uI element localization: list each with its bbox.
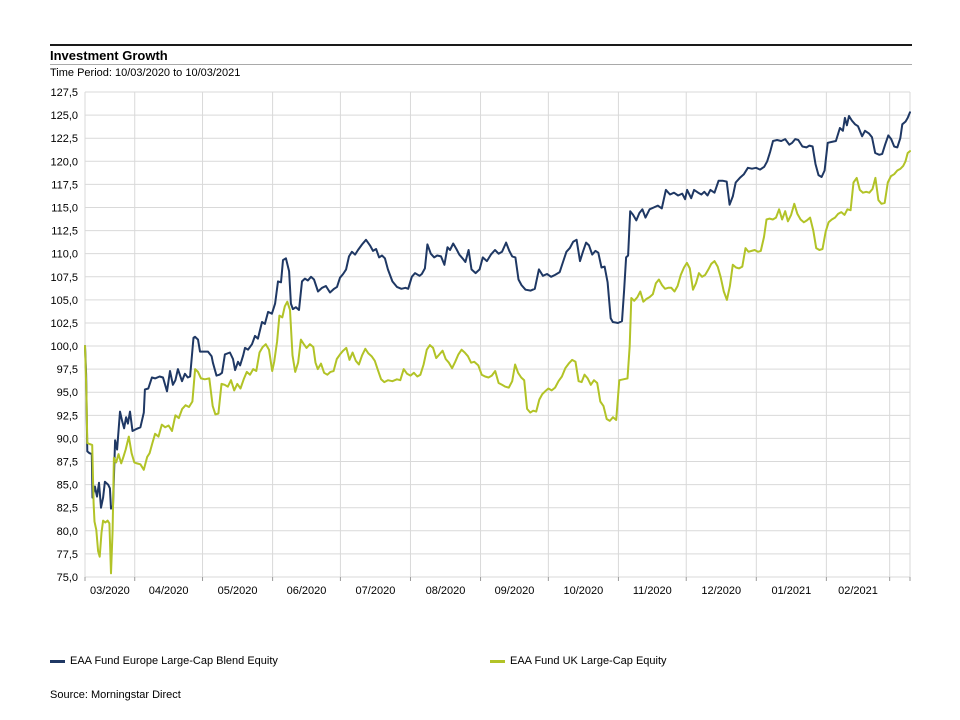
y-tick-label: 92,5 <box>57 410 78 422</box>
y-tick-label: 90,0 <box>57 433 78 445</box>
x-tick-label: 03/2020 <box>90 585 130 597</box>
y-tick-label: 75,0 <box>57 572 78 584</box>
y-tick-label: 110,0 <box>51 249 78 261</box>
y-tick-label: 115,0 <box>51 202 78 214</box>
series-line-1 <box>84 150 911 575</box>
y-tick-label: 112,5 <box>51 226 78 238</box>
title-divider <box>50 64 912 65</box>
x-tick-label: 05/2020 <box>218 585 258 597</box>
top-divider <box>50 44 912 46</box>
y-tick-label: 107,5 <box>50 272 78 284</box>
y-tick-label: 117,5 <box>51 179 78 191</box>
y-tick-label: 100,0 <box>50 341 78 353</box>
x-tick-label: 01/2021 <box>771 585 811 597</box>
y-tick-label: 120,0 <box>50 156 78 168</box>
investment-growth-chart: 127,5 125,0 122,5 120,0 117,5 115,0 112,5 110,0… <box>50 87 911 597</box>
x-tick-label: 04/2020 <box>149 585 189 597</box>
source-label: Source: Morningstar Direct <box>50 689 181 701</box>
series-line-0 <box>84 111 911 510</box>
x-tick-label: 07/2020 <box>356 585 396 597</box>
x-tick-label: 11/2020 <box>633 585 672 597</box>
uk-line-swatch-icon <box>490 659 505 663</box>
x-tick-label: 12/2020 <box>701 585 741 597</box>
y-tick-label: 122,5 <box>50 133 78 145</box>
x-tick-label: 10/2020 <box>564 585 604 597</box>
y-tick-label: 82,5 <box>57 503 78 515</box>
y-tick-label: 97,5 <box>57 364 78 376</box>
y-tick-label: 80,0 <box>57 526 78 538</box>
x-tick-label: 09/2020 <box>495 585 535 597</box>
legend-item-europe: EAA Fund Europe Large-Cap Blend Equity <box>50 655 278 667</box>
y-tick-label: 105,0 <box>50 295 78 307</box>
y-tick-label: 125,0 <box>50 110 78 122</box>
legend-label-europe: EAA Fund Europe Large-Cap Blend Equity <box>70 655 278 667</box>
x-tick-label: 06/2020 <box>287 585 327 597</box>
europe-line-swatch-icon <box>50 659 65 663</box>
y-tick-label: 95,0 <box>57 387 78 399</box>
y-tick-label: 77,5 <box>57 549 78 561</box>
y-tick-label: 85,0 <box>57 480 78 492</box>
time-period-label: Time Period: 10/03/2020 to 10/03/2021 <box>50 67 241 79</box>
y-tick-label: 127,5 <box>50 87 78 99</box>
y-tick-label: 87,5 <box>57 457 78 469</box>
y-tick-label: 102,5 <box>50 318 78 330</box>
legend-item-uk: EAA Fund UK Large-Cap Equity <box>490 655 667 667</box>
x-tick-label: 08/2020 <box>426 585 466 597</box>
legend-label-uk: EAA Fund UK Large-Cap Equity <box>510 655 667 667</box>
page-title: Investment Growth <box>50 48 168 63</box>
x-tick-label: 02/2021 <box>838 585 878 597</box>
